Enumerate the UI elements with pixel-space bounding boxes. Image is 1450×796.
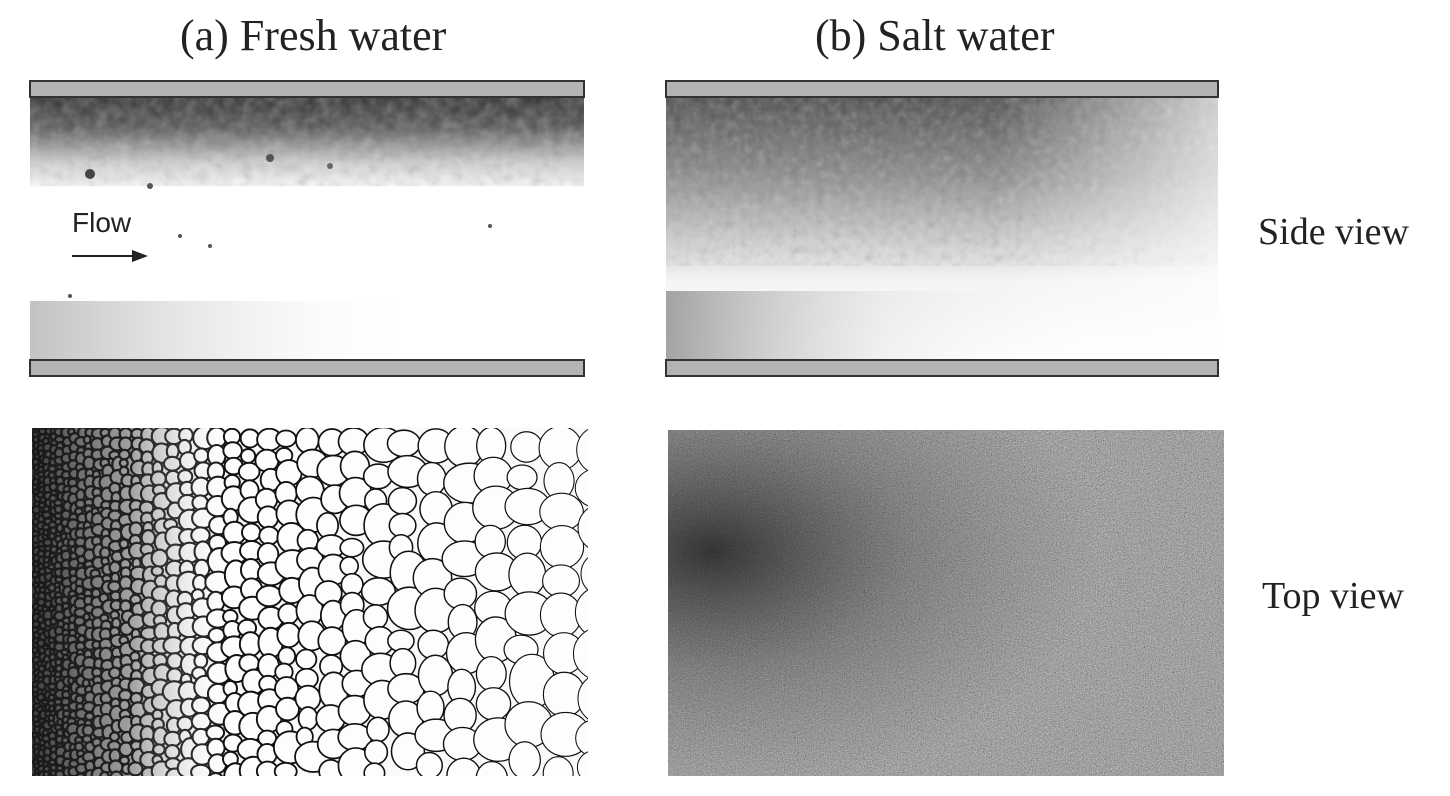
top-plate-fresh	[29, 80, 585, 98]
panel-b-title: (b) Salt water	[815, 11, 1055, 60]
bottom-plate-salt	[665, 359, 1219, 377]
fresh-water-side-view-photo	[30, 96, 584, 360]
salt-water-side-view-photo	[666, 96, 1218, 360]
fresh-water-top-view-photo	[32, 428, 588, 776]
top-view-label: Top view	[1262, 575, 1404, 617]
bottom-plate-fresh	[29, 359, 585, 377]
side-view-label: Side view	[1258, 211, 1409, 253]
panel-a-title: (a) Fresh water	[180, 11, 447, 60]
top-plate-salt	[665, 80, 1219, 98]
salt-water-top-view-photo	[668, 430, 1224, 776]
flow-arrow-icon	[72, 250, 148, 262]
flow-label: Flow	[72, 207, 132, 238]
